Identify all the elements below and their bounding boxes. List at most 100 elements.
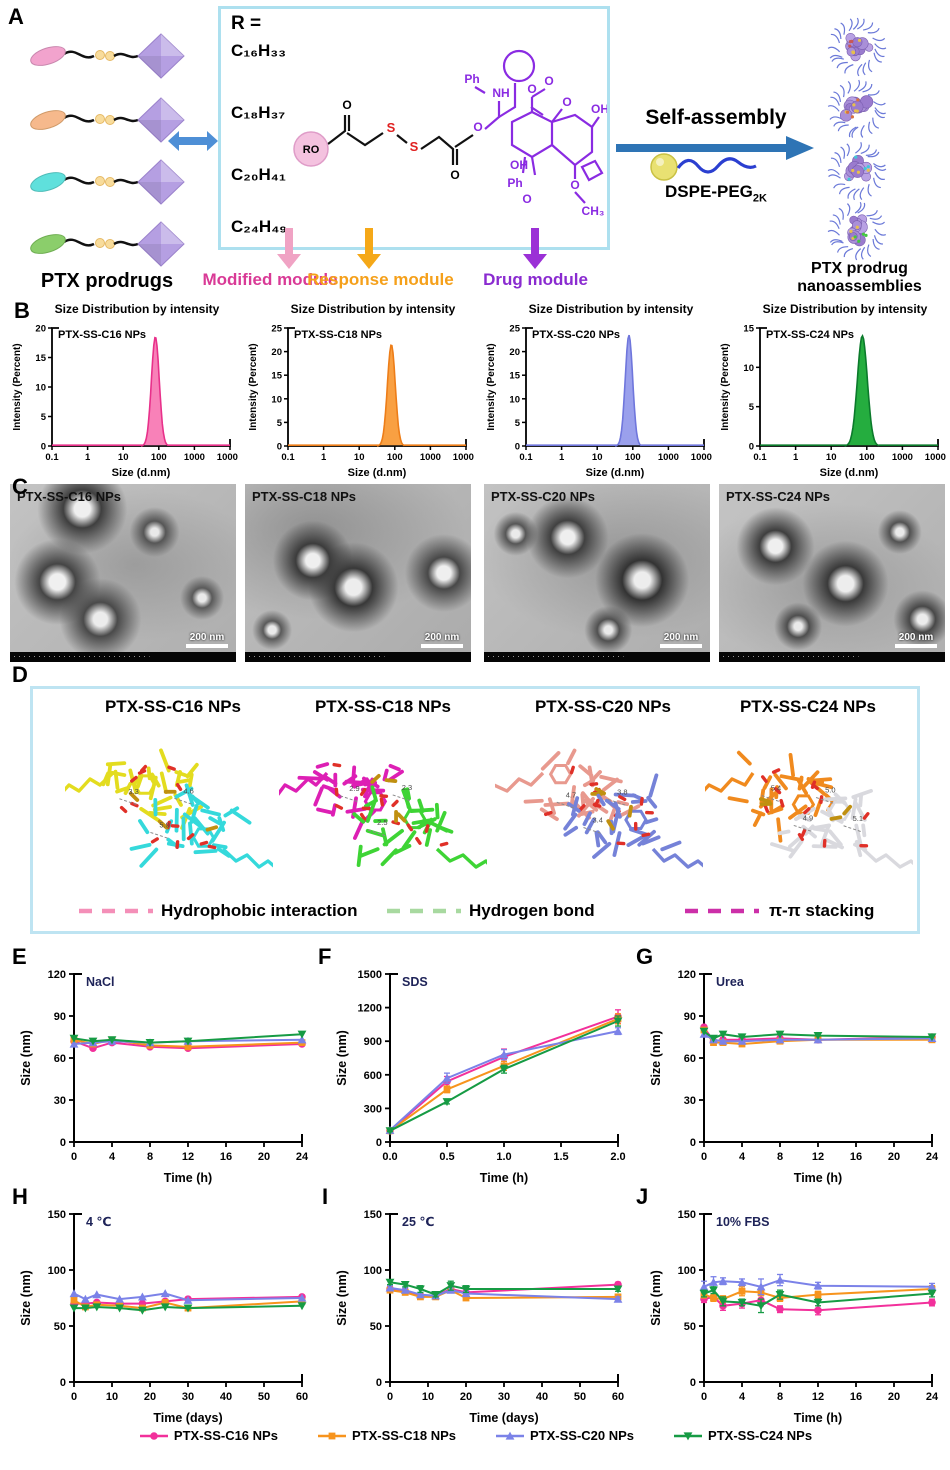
svg-text:0: 0 <box>60 1377 66 1389</box>
svg-text:5: 5 <box>41 412 47 423</box>
svg-text:25: 25 <box>271 324 282 335</box>
svg-text:15: 15 <box>271 371 282 382</box>
svg-text:10: 10 <box>743 363 754 374</box>
panel-label-g: G <box>636 944 654 969</box>
svg-text:0: 0 <box>701 1151 707 1163</box>
svg-text:15: 15 <box>743 324 754 335</box>
legend-marker-c20 <box>496 1431 524 1440</box>
svg-text:O: O <box>527 82 536 96</box>
svg-text:Ph: Ph <box>507 176 522 190</box>
svg-text:4: 4 <box>109 1151 116 1163</box>
modified-module-label: Modified module <box>202 270 338 289</box>
svg-text:0.1: 0.1 <box>519 452 533 463</box>
scale-bar-line <box>421 644 463 648</box>
svg-text:12: 12 <box>812 1391 824 1403</box>
dls-chart-c18: Size Distribution by intensity 0 5 10 15 20 25… <box>246 302 479 485</box>
svg-text:60: 60 <box>684 1053 696 1065</box>
legend-item-c20: PTX-SS-C20 NPs <box>494 1428 634 1443</box>
svg-text:600: 600 <box>364 1070 382 1082</box>
scale-text: 200 nm <box>663 632 699 643</box>
svg-text:40: 40 <box>220 1391 232 1403</box>
svg-text:100: 100 <box>678 1265 696 1277</box>
svg-text:4: 4 <box>739 1151 746 1163</box>
svg-text:60: 60 <box>296 1391 308 1403</box>
svg-text:60: 60 <box>612 1391 624 1403</box>
svg-text:0: 0 <box>41 442 46 453</box>
mol-title-c16: PTX-SS-C16 NPs <box>104 697 242 716</box>
svg-text:1: 1 <box>559 452 565 463</box>
svg-text:16: 16 <box>220 1151 232 1163</box>
svg-text:0.5: 0.5 <box>439 1151 454 1163</box>
tem-image-c20: PTX-SS-C20 NPs 200 nm <box>484 484 710 662</box>
svg-text:Time (days): Time (days) <box>153 1411 222 1425</box>
scale-text: 200 nm <box>898 632 934 643</box>
svg-text:0: 0 <box>387 1391 393 1403</box>
svg-text:20: 20 <box>460 1391 472 1403</box>
svg-text:5: 5 <box>277 418 283 429</box>
svg-text:24: 24 <box>296 1151 309 1163</box>
double-arrow-icon <box>168 131 218 151</box>
svg-text:O: O <box>473 120 482 134</box>
dls-plot: 0 5 10 15 20 0.1 1 10 100 1000 10000 Size (d.nm) Int… <box>12 324 243 480</box>
svg-text:Size (d.nm): Size (d.nm) <box>348 467 407 479</box>
svg-text:50: 50 <box>258 1391 270 1403</box>
svg-text:Size (nm): Size (nm) <box>335 1270 349 1326</box>
series-legend: PTX-SS-C16 NPs PTX-SS-C18 NPs PTX-SS-C20… <box>0 1428 950 1443</box>
svg-text:NaCl: NaCl <box>86 975 114 989</box>
svg-text:3.8: 3.8 <box>617 787 627 796</box>
svg-text:100: 100 <box>48 1265 66 1277</box>
response-module-label: Response module <box>307 270 454 289</box>
svg-text:25 ℃: 25 ℃ <box>402 1215 435 1229</box>
hydrophobic-dash-icon <box>79 908 153 914</box>
legend-label: PTX-SS-C24 NPs <box>708 1428 813 1443</box>
svg-text:0.1: 0.1 <box>753 452 767 463</box>
response-module-arrow-icon <box>357 228 381 269</box>
drug-module-arrow-icon <box>523 228 547 269</box>
panel-label-h: H <box>12 1184 28 1209</box>
dls-title: Size Distribution by intensity <box>528 302 694 316</box>
chart-sds: 0 300 600 900 1200 1500 0.0 0.5 1.0 1.5 2.0 Time (h… <box>335 969 626 1185</box>
svg-text:0.1: 0.1 <box>281 452 295 463</box>
svg-text:24: 24 <box>926 1391 939 1403</box>
svg-text:O: O <box>570 178 579 192</box>
hbond-label: Hydrogen bond <box>469 901 595 920</box>
svg-text:10: 10 <box>35 383 46 394</box>
svg-text:60: 60 <box>54 1053 66 1065</box>
tem-image-c16: PTX-SS-C16 NPs 200 nm <box>10 484 236 662</box>
panel-label-b: B <box>14 298 30 323</box>
svg-text:PTX-SS-C18 NPs: PTX-SS-C18 NPs <box>294 329 382 341</box>
svg-text:20: 20 <box>144 1391 156 1403</box>
svg-text:Time (days): Time (days) <box>469 1411 538 1425</box>
tem-image-c24: PTX-SS-C24 NPs 200 nm <box>719 484 945 662</box>
dls-title: Size Distribution by intensity <box>762 302 928 316</box>
svg-text:900: 900 <box>364 1036 382 1048</box>
dls-title: Size Distribution by intensity <box>54 302 220 316</box>
svg-text:15: 15 <box>35 353 46 364</box>
svg-text:90: 90 <box>684 1011 696 1023</box>
svg-text:30: 30 <box>498 1391 510 1403</box>
nanoassemblies-line1: PTX prodrug <box>811 260 908 277</box>
svg-text:30: 30 <box>54 1095 66 1107</box>
scale-bar: 200 nm <box>895 632 937 648</box>
panel-label-d: D <box>12 662 28 687</box>
tem-label: PTX-SS-C18 NPs <box>252 489 357 504</box>
legend-item-c16: PTX-SS-C16 NPs <box>138 1428 278 1443</box>
svg-text:50: 50 <box>54 1321 66 1333</box>
svg-text:10: 10 <box>118 452 129 463</box>
dls-plot: 0 5 10 15 20 25 0.1 1 10 100 1000 10000 Size (d.nm) I… <box>248 324 479 480</box>
svg-text:1.0: 1.0 <box>496 1151 511 1163</box>
scale-bar: 200 nm <box>660 632 702 648</box>
svg-text:40: 40 <box>536 1391 548 1403</box>
svg-text:10: 10 <box>422 1391 434 1403</box>
molecular-model-c20: 4.7 3.4 3.8 <box>495 748 703 869</box>
panel-label-f: F <box>318 944 332 969</box>
chart-urea: 0 30 60 90 120 0 4 8 12 16 20 24 Time (h) Size (nm) Ur… <box>649 969 939 1185</box>
svg-text:4.7: 4.7 <box>566 790 576 799</box>
svg-text:1200: 1200 <box>358 1003 382 1015</box>
head-ellipse <box>30 46 66 66</box>
svg-text:150: 150 <box>678 1209 696 1221</box>
nanoassembly-3 <box>827 142 887 201</box>
svg-text:10000: 10000 <box>691 452 712 463</box>
svg-text:O: O <box>562 95 571 109</box>
svg-text:16: 16 <box>850 1391 862 1403</box>
